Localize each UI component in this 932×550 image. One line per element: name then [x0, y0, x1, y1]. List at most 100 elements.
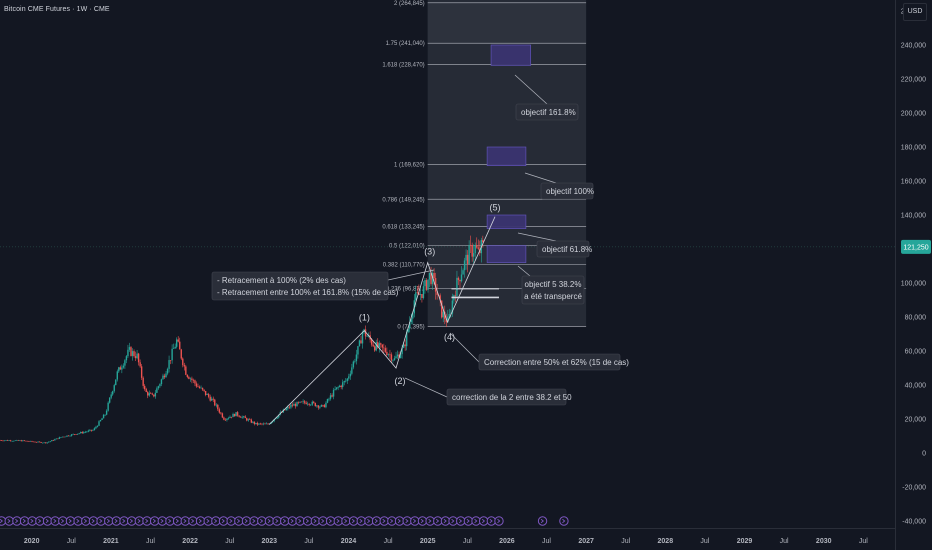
candle-body — [300, 401, 303, 403]
candle-body — [139, 362, 141, 367]
y-tick-label: 100,000 — [901, 281, 926, 288]
event-marker-chevron — [7, 518, 11, 524]
currency-button[interactable]: USD — [903, 3, 927, 21]
event-marker-chevron — [305, 518, 310, 524]
candle-body — [101, 418, 103, 421]
candle-body — [410, 318, 412, 323]
candle-body — [348, 376, 350, 379]
candle-body — [297, 402, 300, 403]
fibonacci-retracement[interactable]: 2 (264,845) 1.75 (241,040) 1.618 (228,470)… — [0, 0, 895, 331]
candle-body — [90, 429, 93, 431]
candle-body — [212, 398, 214, 400]
candle-body — [405, 331, 408, 347]
candle-body — [220, 412, 222, 414]
candle-body — [259, 423, 262, 425]
candle-body — [265, 423, 268, 425]
candle-body — [456, 277, 458, 296]
candle-body — [291, 404, 294, 406]
candle-body — [401, 347, 403, 355]
candle-body — [360, 340, 362, 344]
elliott-wave-path[interactable]: (1) (2) (3) (4) (5) — [269, 203, 501, 425]
candle-body — [296, 402, 298, 407]
candle-body — [51, 440, 53, 442]
x-tick-label: 2024 — [341, 538, 357, 545]
candle-body — [319, 406, 321, 408]
candle-body — [32, 441, 35, 443]
candle-body — [235, 412, 237, 417]
candle-body — [83, 432, 85, 434]
candle-body — [156, 388, 158, 393]
callout-box[interactable] — [446, 388, 567, 406]
candle-body — [287, 406, 289, 409]
candle-body — [252, 421, 254, 423]
candle-body — [76, 433, 79, 435]
annotations[interactable]: objectif 161.8% objectif 100% objectif 61.… — [211, 74, 629, 406]
x-tick-label: 2022 — [182, 538, 198, 545]
target-box — [486, 146, 527, 167]
event-marker-chevron — [68, 518, 72, 524]
candle-body — [16, 440, 18, 441]
candle-body — [125, 356, 128, 361]
candle-body — [459, 280, 461, 282]
candle-body — [206, 394, 208, 395]
candle-body — [22, 440, 24, 442]
candle-body — [284, 409, 286, 411]
candle-body — [113, 385, 115, 392]
x-tick-label: Jul — [780, 538, 789, 545]
candle-body — [305, 402, 307, 405]
callout-box[interactable] — [211, 271, 389, 301]
candle-body — [95, 426, 97, 429]
y-tick-label: 160,000 — [901, 179, 926, 186]
candle-body — [11, 440, 13, 442]
candle-body — [229, 416, 231, 419]
candle-body — [218, 409, 221, 413]
callout-text: Correction entre 50% et 62% (15 de cas) — [484, 358, 629, 367]
callout-box[interactable] — [478, 353, 621, 371]
candle-body — [153, 394, 155, 397]
callout-box[interactable] — [521, 275, 585, 305]
candle-body — [165, 373, 167, 378]
event-marker-chevron — [38, 518, 42, 524]
candle-body — [466, 254, 469, 264]
candle-body — [465, 254, 467, 261]
x-tick-label: 2028 — [658, 538, 674, 545]
candle-body — [387, 354, 390, 355]
candle-body — [293, 403, 295, 406]
candle-body — [299, 401, 301, 403]
callout-box[interactable] — [540, 182, 594, 200]
event-marker-chevron — [22, 518, 26, 524]
callout-box[interactable] — [536, 240, 590, 258]
y-tick-label: 140,000 — [901, 213, 926, 220]
event-marker-chevron — [53, 518, 57, 524]
candle-body — [314, 402, 316, 407]
candle-body — [439, 295, 441, 301]
price-axis[interactable]: 260,000240,000220,000200,000180,000160,0… — [895, 0, 932, 550]
fib-level-label: 0 (74,395) — [397, 325, 424, 331]
candle-body — [396, 354, 399, 357]
target-box — [486, 245, 527, 263]
candle-body — [186, 374, 189, 377]
candle-body — [274, 418, 277, 420]
candle-body — [246, 418, 248, 421]
event-marker-chevron — [91, 518, 95, 524]
callout-connector — [449, 332, 480, 363]
candle-body — [19, 440, 21, 442]
candle-body — [444, 311, 446, 320]
candle-body — [447, 316, 449, 323]
time-axis[interactable]: 2020 Jul 2021 Jul 2022 Jul 2023 Jul 2024 Jul 2025 J… — [0, 528, 895, 546]
event-markers-row[interactable] — [0, 516, 569, 526]
candle-body — [390, 354, 393, 361]
candle-body — [402, 344, 405, 348]
candle-body — [174, 346, 176, 349]
fib-level-label: 0.382 (110,770) — [383, 263, 425, 269]
candle-body — [445, 319, 447, 323]
price-candles — [0, 44, 531, 444]
callout-box[interactable] — [515, 103, 579, 121]
candle-body — [404, 344, 406, 347]
fib-level-label: 0.5 (122,010) — [389, 244, 425, 250]
candle-body — [454, 295, 457, 296]
candle-body — [230, 416, 233, 418]
event-marker-chevron — [160, 518, 164, 524]
candle-body — [29, 440, 32, 442]
